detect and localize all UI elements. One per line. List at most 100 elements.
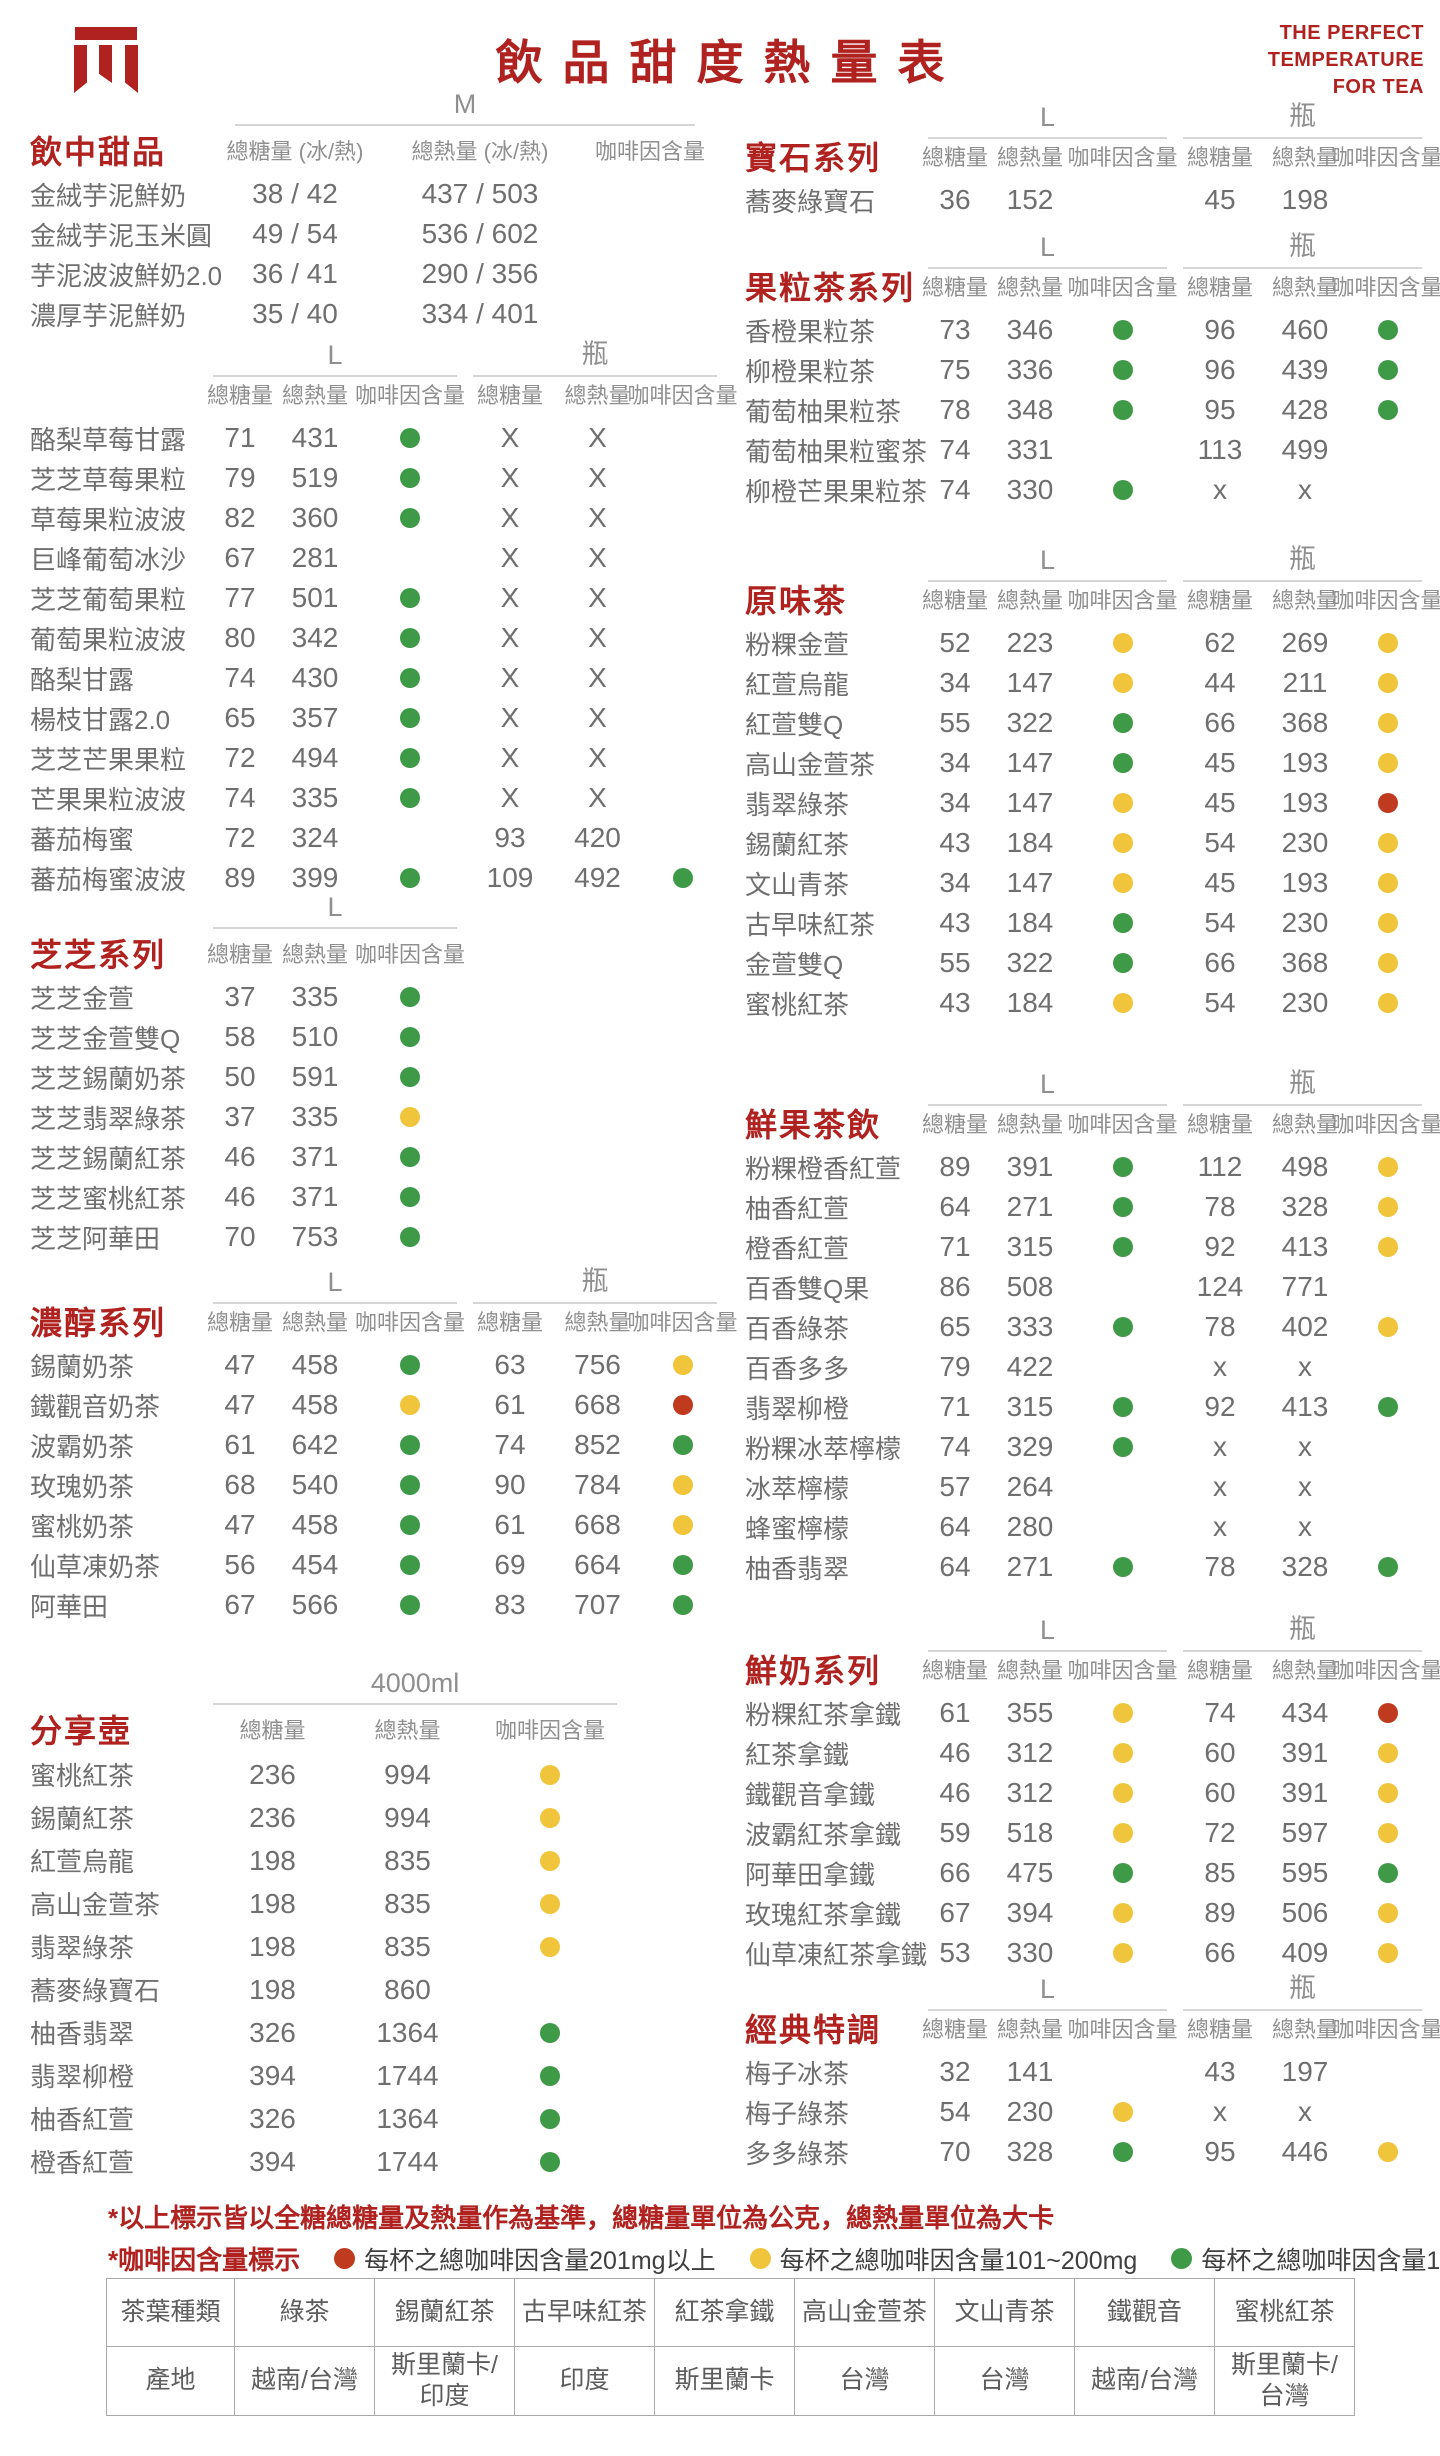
drink-name: 粉粿紅茶拿鐵	[745, 1699, 902, 1730]
drink-name: 柚香紅萱	[30, 2105, 135, 2135]
drink-row: 柚香翡翠 64 271 78 328	[745, 1547, 1430, 1587]
size-label-l: L	[213, 892, 457, 929]
calorie-value-l: 458	[291, 1509, 339, 1540]
calorie-value-l: 360	[291, 502, 339, 533]
section-plain-tea: L 瓶 原味茶 總糖量 總熱量 咖啡因含量 總糖量 總熱量 咖啡因含量 粉粿金萱…	[745, 537, 1440, 1023]
drink-row: 蕎麥綠寶石 198 860	[30, 1968, 625, 2011]
col-label-cal: 總熱量	[564, 383, 631, 408]
drink-name: 紅萱雙Q	[745, 709, 844, 740]
caffeine-cell-bottle	[1345, 873, 1430, 893]
caffeine-dot	[540, 2108, 560, 2129]
col-label-cal: 總熱量	[564, 1310, 631, 1335]
caffeine-dot	[1377, 360, 1398, 380]
caffeine-cell-bottle	[640, 1395, 725, 1415]
sugar-value-bottle: X	[500, 782, 520, 813]
caffeine-dot	[1377, 400, 1398, 420]
caffeine-dot	[1113, 1477, 1133, 1497]
tea-type-cell: 古早味紅茶	[515, 2279, 655, 2347]
col-label-sugar: 總糖量	[1186, 145, 1253, 170]
caffeine-cell-l	[1070, 440, 1175, 460]
drink-row: 仙草凍奶茶 56 454 69 664	[30, 1545, 725, 1585]
calorie-value-l: 324	[291, 822, 339, 853]
drink-row: 芝芝草莓果粒 79 519 X X	[30, 458, 725, 498]
calorie-value-l: 335	[291, 782, 339, 813]
note-caffeine-label: *咖啡因含量標示	[108, 2245, 301, 2275]
calorie-value-bottle: 230	[1281, 827, 1329, 858]
caffeine-dot	[672, 1395, 693, 1415]
drink-name: 芝芝金萱	[30, 983, 135, 1014]
caffeine-cell-l	[1070, 1397, 1175, 1417]
caffeine-cell-bottle	[640, 1435, 725, 1455]
caffeine-dot	[1377, 913, 1398, 933]
caffeine-cell-l	[1070, 400, 1175, 420]
caffeine-cell-bottle	[1345, 1277, 1430, 1297]
col-label-cal: 總熱量	[281, 1310, 348, 1335]
caffeine-cell-l	[1070, 753, 1175, 773]
legend-dot	[1171, 2248, 1193, 2269]
caffeine-dot	[1377, 320, 1398, 340]
caffeine-cell-bottle	[1345, 2102, 1430, 2122]
drink-row: 芝芝錫蘭奶茶 50 591	[30, 1057, 725, 1097]
caffeine-cell-bottle	[640, 1515, 725, 1535]
drink-row: 粉粿冰萃檸檬 74 329 x x	[745, 1427, 1430, 1467]
caffeine-dot	[540, 1850, 560, 1871]
size-label-l: L	[928, 545, 1167, 582]
caffeine-cell-l	[1070, 1237, 1175, 1257]
caffeine-cell-bottle	[1345, 1703, 1430, 1723]
drink-row: 紅茶拿鐵 46 312 60 391	[745, 1733, 1430, 1773]
calorie-value-l: 322	[1006, 947, 1054, 978]
drink-row: 芝芝金萱 37 335	[30, 977, 725, 1017]
caffeine-dot	[1377, 753, 1398, 773]
drink-name: 紅萱烏龍	[745, 669, 850, 700]
calorie-value-l: 454	[291, 1549, 339, 1580]
caffeine-cell-bottle	[1345, 320, 1430, 340]
sugar-value-l: 67	[939, 1897, 971, 1928]
calorie-value-l: 357	[291, 702, 339, 733]
caffeine-cell-l	[355, 748, 465, 768]
caffeine-cell	[475, 1764, 625, 1785]
drink-name: 蜜桃奶茶	[30, 1511, 135, 1542]
caffeine-cell-bottle	[1345, 1397, 1430, 1417]
caffeine-dot	[673, 788, 693, 808]
caffeine-dot	[400, 1595, 420, 1615]
drink-row: 橙香紅萱 71 315 92 413	[745, 1227, 1430, 1267]
drink-name: 錫蘭紅茶	[745, 829, 850, 860]
caffeine-cell-l	[355, 1595, 465, 1615]
size-label-4000ml: 4000ml	[213, 1668, 617, 1705]
sugar-value: 198	[249, 1887, 296, 1919]
drink-name: 古早味紅茶	[745, 909, 876, 940]
size-label-l: L	[928, 232, 1167, 269]
sugar-value-bottle: 78	[1204, 1551, 1236, 1582]
sugar-value-l: 47	[224, 1509, 256, 1540]
caffeine-cell-bottle	[1345, 1237, 1430, 1257]
sugar-value-l: 79	[939, 1351, 971, 1382]
caffeine-dot	[1112, 1823, 1133, 1843]
caffeine-cell-l	[355, 1187, 465, 1207]
caffeine-cell-bottle	[1345, 190, 1430, 210]
col-label-cal: 總熱量	[281, 383, 348, 408]
col-label-sugar: 總糖量	[476, 383, 543, 408]
caffeine-dot	[1112, 633, 1133, 653]
caffeine-dot	[1112, 1557, 1133, 1577]
drink-name: 百香雙Q果	[745, 1273, 870, 1304]
col-label-cal: 總熱量	[996, 275, 1063, 300]
calorie-value: 1744	[376, 2059, 439, 2091]
caffeine-cell-bottle	[640, 628, 725, 648]
sugar-value-l: 37	[224, 981, 256, 1012]
sugar-value-l: 82	[224, 502, 256, 533]
sugar-value-bottle: 63	[494, 1349, 526, 1380]
calorie-value-bottle: 756	[574, 1349, 621, 1380]
caffeine-cell-l	[1070, 1357, 1175, 1377]
caffeine-dot	[1377, 953, 1398, 973]
drink-name: 蕃茄梅蜜	[30, 824, 135, 855]
origin-cell: 越南/台灣	[1075, 2347, 1215, 2416]
calorie-value-l: 348	[1006, 394, 1054, 425]
caffeine-dot	[673, 628, 693, 648]
caffeine-cell-l	[1070, 1197, 1175, 1217]
caffeine-cell-bottle	[640, 1595, 725, 1615]
tea-type-cell: 鐵觀音	[1075, 2279, 1215, 2347]
sugar-value-bottle: 66	[1204, 947, 1236, 978]
caffeine-dot	[672, 1435, 693, 1455]
caffeine-dot	[1377, 873, 1398, 893]
drink-row: 蕃茄梅蜜波波 89 399 109 492	[30, 858, 725, 898]
